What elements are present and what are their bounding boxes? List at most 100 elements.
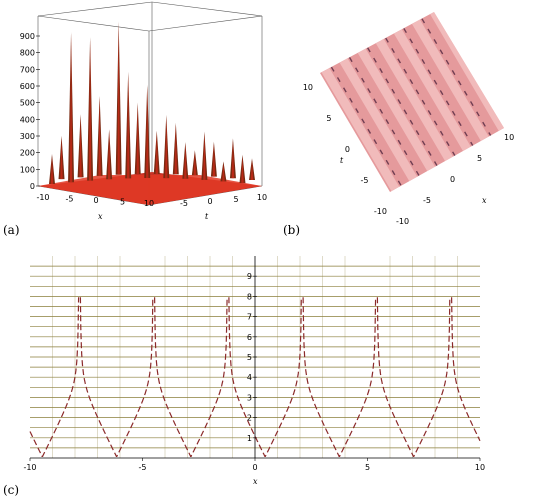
z-tick-label: 600	[20, 82, 35, 91]
density-light-stripe	[430, 12, 504, 134]
spike-highlight	[155, 132, 158, 175]
t-tick-label: -5	[180, 199, 188, 208]
t-tick-label: 0	[207, 197, 212, 206]
x-tick-label: 10	[144, 199, 154, 208]
spike-highlight	[98, 97, 101, 176]
x-tick-label: -5	[423, 196, 431, 205]
surface-front	[38, 175, 262, 205]
spike-highlight	[107, 131, 111, 180]
z-tick-label: 500	[20, 99, 35, 108]
z-tick-label: 700	[20, 65, 35, 74]
panel-c-xlabel: x	[253, 477, 258, 486]
t-tick-label: 0	[345, 145, 350, 154]
y-tick-label: 8	[247, 292, 252, 301]
t-tick-label: 5	[233, 195, 238, 204]
t-tick-label: 10	[257, 193, 267, 202]
box-edge	[37, 15, 150, 32]
x-tick-label: 5	[477, 154, 482, 163]
y-tick-label: 4	[247, 373, 252, 382]
x-tick-label: 10	[504, 133, 514, 142]
x-tick-label: 0	[252, 463, 257, 472]
panel-b-xlabel: x	[482, 196, 487, 205]
x-tick-label: -10	[36, 193, 49, 202]
spike-highlight	[174, 124, 178, 175]
panel-a-spikes	[49, 21, 255, 184]
x-tick-label: 0	[450, 175, 455, 184]
x-tick-label: -5	[139, 463, 147, 472]
spike-highlight	[146, 86, 149, 179]
panel-c-series	[29, 297, 481, 457]
y-tick-label: 9	[247, 272, 252, 281]
dashed-series-line	[29, 297, 481, 457]
x-tick-label: -10	[23, 463, 36, 472]
panel-a-z-ticks: 0 100 200 300 400 500 600 700 800 900	[20, 32, 40, 191]
y-tick-label: 5	[247, 353, 252, 362]
spike-highlight	[250, 160, 254, 180]
box-edge	[151, 1, 263, 17]
panel-a-tlabel: t	[205, 212, 209, 221]
panel-c-y-ticks: 1 2 3 4 5 6 7 8 9	[247, 272, 257, 443]
spike-highlight	[222, 163, 225, 182]
t-tick-label: 10	[303, 83, 313, 92]
z-tick-label: 300	[20, 132, 35, 141]
spike-highlight	[212, 143, 216, 177]
spike-highlight	[126, 73, 130, 179]
y-tick-label: 1	[247, 434, 252, 443]
x-tick-label: 5	[120, 198, 125, 207]
panel-a-xlabel: x	[98, 212, 103, 221]
panel-b-x-ticks: -10 -5 0 5 10	[396, 133, 514, 226]
panel-a-surface	[38, 172, 262, 205]
z-tick-label: 900	[20, 32, 35, 41]
y-tick-label: 3	[247, 393, 252, 402]
panel-b-stripes	[321, 12, 504, 192]
y-tick-label: 7	[247, 313, 252, 322]
z-tick-label: 0	[30, 182, 35, 191]
x-tick-label: 0	[93, 196, 98, 205]
box-edge	[37, 1, 153, 17]
panel-b-label: (b)	[283, 223, 300, 237]
panel-c-x-ticks: -10 -5 0 5 10	[23, 458, 485, 472]
density-light-stripe	[375, 38, 454, 163]
z-tick-label: 800	[20, 49, 35, 58]
panel-c-label: (c)	[3, 483, 19, 497]
t-tick-label: -10	[374, 207, 387, 216]
x-tick-label: 5	[365, 463, 370, 472]
x-tick-label: 10	[475, 463, 485, 472]
density-light-stripe	[412, 19, 490, 143]
panel-b-tlabel: t	[340, 156, 344, 165]
spike-highlight	[193, 152, 197, 176]
panel-b-t-ticks: -10 -5 0 5 10	[303, 83, 387, 216]
panel-a-x-ticks: -10 -5 0 5 10	[36, 193, 154, 208]
spike-highlight	[60, 137, 63, 180]
t-tick-label: 5	[326, 114, 331, 123]
y-tick-label: 2	[247, 414, 252, 423]
spike-highlight	[88, 39, 92, 181]
density-light-stripe	[357, 48, 436, 173]
t-tick-label: -5	[361, 176, 369, 185]
spike-highlight	[184, 144, 187, 179]
panel-b-density-plot: -10 -5 0 5 10 -10 -5 0 5 10 x t (b)	[283, 12, 514, 237]
panel-a-label: (a)	[3, 223, 20, 237]
spike-highlight	[231, 140, 235, 179]
spike-highlight	[203, 133, 206, 180]
x-tick-label: -10	[396, 217, 409, 226]
spike-highlight	[50, 156, 54, 184]
spike-highlight	[241, 156, 244, 184]
panel-a-t-ticks: -5 0 5 10	[180, 193, 267, 208]
y-tick-label: 6	[247, 333, 252, 342]
panel-c-line-plot: -10 -5 0 5 10 1 2 3 4 5 6 7 8 9 x (c)	[3, 256, 485, 497]
spike-highlight	[69, 34, 73, 183]
spike-highlight	[165, 116, 168, 179]
x-tick-label: -5	[66, 195, 74, 204]
density-light-stripe	[393, 29, 472, 153]
density-light-stripe	[339, 58, 418, 182]
spike-highlight	[117, 23, 120, 175]
z-tick-label: 200	[20, 149, 35, 158]
density-light-stripe	[321, 67, 400, 192]
z-tick-label: 400	[20, 115, 35, 124]
spike-highlight	[136, 104, 139, 175]
box-edge	[148, 15, 263, 32]
z-tick-label: 100	[20, 165, 35, 174]
